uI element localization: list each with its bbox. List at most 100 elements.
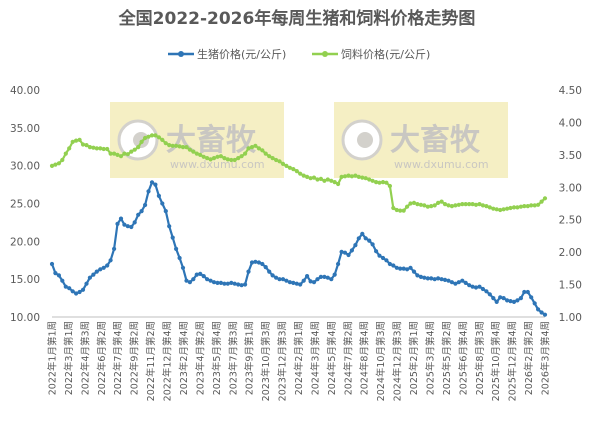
- data-point: [115, 152, 120, 157]
- data-point: [511, 205, 517, 210]
- data-point: [239, 154, 244, 159]
- data-point: [505, 298, 510, 303]
- data-point: [211, 280, 217, 285]
- data-point: [136, 145, 141, 150]
- data-point: [536, 307, 541, 312]
- y-right-tick-label: 1.50: [559, 280, 582, 292]
- data-point: [356, 174, 361, 179]
- data-point: [229, 280, 234, 285]
- data-point: [249, 145, 255, 150]
- data-point: [218, 280, 223, 285]
- x-tick-label: 2023年5月第4周: [211, 321, 223, 395]
- series-line: [50, 181, 546, 316]
- data-point: [77, 289, 82, 295]
- data-point: [87, 275, 92, 280]
- data-point: [339, 249, 344, 254]
- data-point: [325, 275, 330, 280]
- x-tick-label: 2023年2月第4周: [178, 321, 190, 395]
- data-point: [232, 281, 237, 286]
- data-point: [449, 204, 454, 209]
- data-point: [246, 146, 251, 151]
- x-tick-label: 2022年11月第2周: [145, 321, 157, 401]
- legend-label-pig: 生猪价格(元/公斤): [197, 47, 286, 61]
- data-point: [67, 146, 72, 151]
- data-point: [256, 260, 261, 265]
- data-point: [298, 171, 303, 176]
- data-point: [429, 204, 434, 209]
- data-point: [105, 146, 110, 152]
- data-point: [125, 224, 130, 229]
- data-point: [94, 146, 99, 151]
- data-point: [418, 274, 423, 279]
- x-tick-label: 2023年9月第1周: [244, 321, 256, 395]
- data-point: [156, 193, 161, 198]
- data-point: [353, 243, 358, 248]
- data-point: [98, 146, 103, 151]
- data-point: [49, 261, 55, 267]
- data-point: [163, 141, 168, 146]
- y-right-tick-label: 4.00: [559, 117, 582, 129]
- data-point: [525, 289, 530, 295]
- data-point: [342, 250, 348, 255]
- data-point: [94, 269, 99, 274]
- data-point: [473, 202, 479, 207]
- y-right-tick-label: 3.00: [559, 182, 582, 194]
- data-point: [63, 284, 68, 289]
- data-point: [494, 207, 499, 212]
- data-point: [522, 204, 527, 209]
- data-point: [74, 291, 79, 296]
- data-point: [384, 180, 389, 185]
- data-point: [353, 173, 358, 178]
- watermark-2: 大畜牧 www.dxumu.com: [334, 102, 508, 178]
- data-point: [291, 280, 296, 285]
- data-point: [460, 278, 465, 283]
- watermark-1: 大畜牧 www.dxumu.com: [110, 102, 284, 178]
- data-point: [487, 205, 492, 210]
- data-point: [380, 255, 386, 261]
- data-point: [149, 133, 155, 138]
- x-tick-label: 2022年3月第1周: [63, 321, 75, 395]
- data-point: [349, 174, 354, 179]
- x-tick-label: 2023年7月第3周: [227, 321, 239, 395]
- data-point: [360, 175, 365, 180]
- data-point: [484, 204, 489, 209]
- data-point: [63, 151, 68, 156]
- data-point: [518, 296, 524, 301]
- data-point: [236, 282, 241, 287]
- data-point: [160, 201, 165, 206]
- data-point: [167, 143, 172, 148]
- data-point: [460, 202, 465, 207]
- data-point: [411, 200, 417, 205]
- data-point: [60, 278, 65, 283]
- data-point: [332, 180, 337, 185]
- legend-item-pig: 生猪价格(元/公斤): [168, 47, 286, 61]
- data-point: [132, 220, 137, 225]
- data-point: [432, 277, 437, 282]
- y-left-tick-label: 25.00: [10, 199, 40, 211]
- data-point: [191, 149, 196, 154]
- data-point: [480, 286, 485, 292]
- data-point: [322, 178, 327, 183]
- x-tick-label: 2025年12月第4周: [507, 321, 519, 401]
- data-point: [370, 178, 375, 183]
- series-feed-price: [49, 133, 548, 213]
- data-point: [508, 299, 513, 304]
- data-point: [143, 135, 148, 141]
- data-point: [453, 281, 458, 286]
- watermark-text: 大畜牧: [166, 123, 257, 158]
- data-point: [518, 204, 524, 209]
- x-tick-label: 2025年10月第4周: [490, 321, 502, 401]
- data-point: [398, 266, 403, 271]
- data-point: [246, 269, 251, 274]
- data-point: [156, 135, 161, 140]
- data-point: [284, 278, 289, 283]
- data-point: [415, 273, 420, 278]
- x-tick-label: 2024年7月第2周: [342, 321, 354, 395]
- data-point: [308, 279, 313, 284]
- data-point: [456, 280, 461, 285]
- data-point: [101, 265, 106, 270]
- data-point: [384, 258, 389, 263]
- data-point: [391, 205, 396, 211]
- data-point: [536, 202, 541, 207]
